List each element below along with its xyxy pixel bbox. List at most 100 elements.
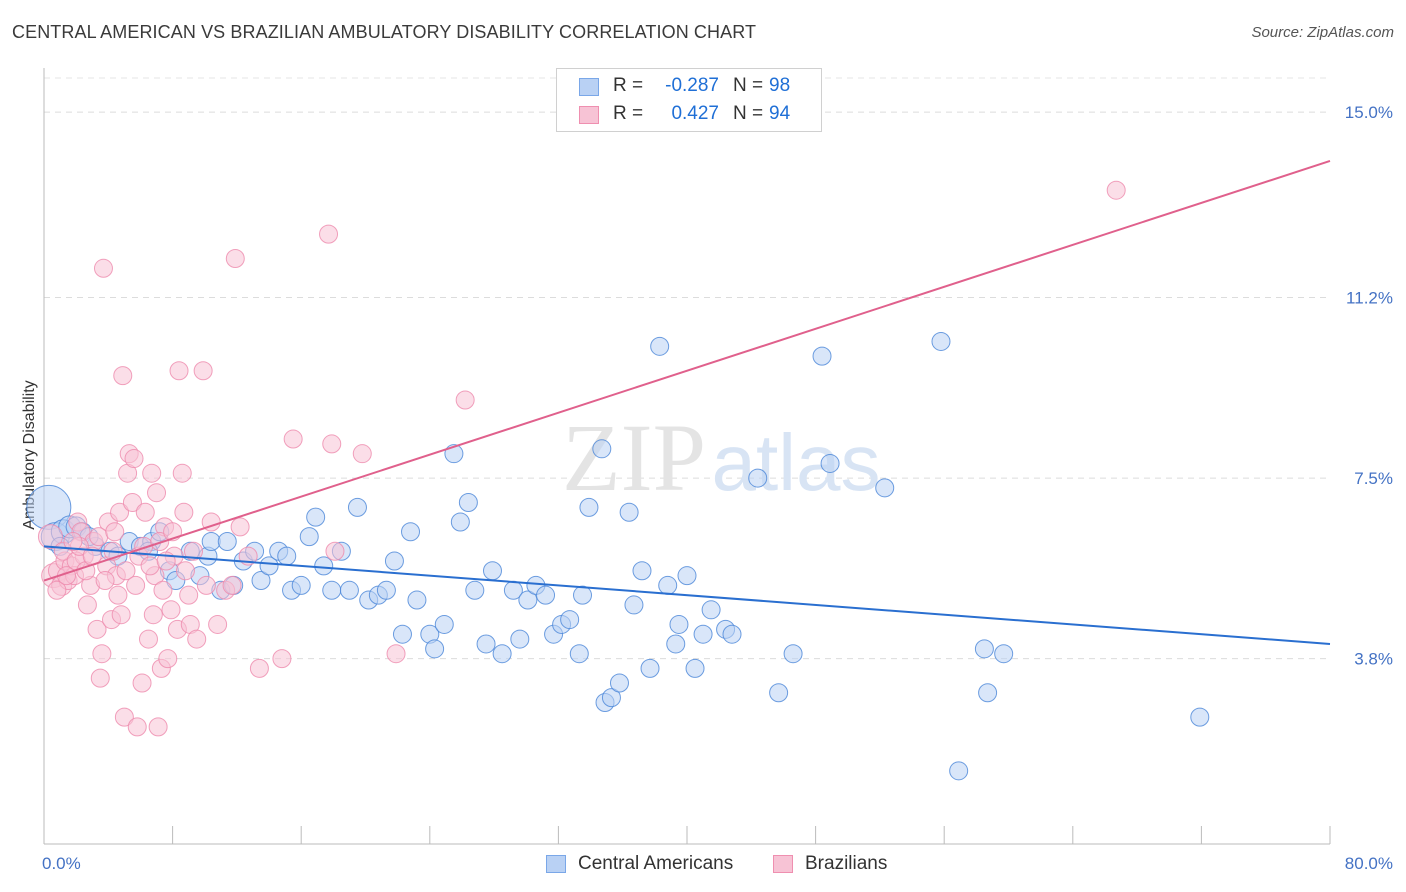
brazilian-point bbox=[153, 580, 173, 600]
brazilian-point bbox=[63, 532, 83, 552]
central-american-point bbox=[949, 761, 969, 781]
brazilian-point bbox=[108, 585, 128, 605]
brazilian-point bbox=[114, 707, 134, 727]
brazilian-point bbox=[126, 575, 146, 595]
x-tick-label-min: 0.0% bbox=[42, 854, 81, 873]
legend-n-label: N = bbox=[733, 103, 764, 124]
legend-r-label: R = bbox=[613, 103, 644, 124]
central-american-point bbox=[769, 683, 789, 703]
central-american-point bbox=[685, 658, 705, 678]
brazilian-point bbox=[113, 366, 133, 386]
legend-r-value: -0.287 bbox=[665, 75, 719, 96]
brazilian-point bbox=[179, 585, 199, 605]
brazilian-point bbox=[169, 361, 189, 381]
brazilian-point bbox=[325, 541, 345, 561]
central-american-point bbox=[722, 624, 742, 644]
brazilian-point bbox=[225, 249, 245, 269]
brazilian-point bbox=[111, 605, 131, 625]
brazilian-point bbox=[322, 434, 342, 454]
watermark: ZIP atlas bbox=[562, 404, 880, 511]
brazilian-point bbox=[161, 600, 181, 620]
legend-r-value: 0.427 bbox=[671, 103, 719, 124]
central-american-point bbox=[1190, 707, 1210, 727]
central-american-point bbox=[277, 546, 297, 566]
legend-row-central-americans: R = -0.287 N = 98 bbox=[557, 73, 821, 101]
brazilian-point bbox=[249, 658, 269, 678]
brazilian-point bbox=[124, 449, 144, 469]
brazilian-point bbox=[193, 361, 213, 381]
brazilian-point bbox=[183, 541, 203, 561]
brazilian-point bbox=[175, 561, 195, 581]
central-american-point bbox=[978, 683, 998, 703]
central-american-point bbox=[347, 497, 367, 517]
brazilian-point bbox=[222, 575, 242, 595]
brazilian-point bbox=[196, 575, 216, 595]
central-american-point bbox=[376, 580, 396, 600]
central-american-point bbox=[259, 556, 279, 576]
brazilian-point bbox=[37, 524, 63, 550]
series-legend: Central Americans Brazilians bbox=[0, 852, 1406, 878]
central-american-point bbox=[476, 634, 496, 654]
central-american-point bbox=[306, 507, 326, 527]
brazilian-point bbox=[272, 649, 292, 669]
chart-title: CENTRAL AMERICAN VS BRAZILIAN AMBULATORY… bbox=[12, 22, 757, 42]
brazilian-point bbox=[47, 580, 67, 600]
central-american-point bbox=[560, 610, 580, 630]
brazilian-point bbox=[147, 483, 167, 503]
central-american-point bbox=[624, 595, 644, 615]
brazilian-point bbox=[319, 224, 339, 244]
y-tick-label: 11.2% bbox=[1346, 289, 1393, 308]
brazilians-points bbox=[37, 180, 1126, 737]
legend-row-brazilians: R = 0.427 N = 94 bbox=[557, 101, 821, 129]
brazilian-point bbox=[208, 614, 228, 634]
central-american-point bbox=[974, 639, 994, 659]
central-american-point bbox=[339, 580, 359, 600]
central-american-point bbox=[458, 492, 478, 512]
brazilian-point bbox=[140, 556, 160, 576]
central-american-point bbox=[536, 585, 556, 605]
y-tick-label: 3.8% bbox=[1354, 650, 1393, 669]
central-american-point bbox=[812, 346, 832, 366]
central-americans-trend-line bbox=[43, 545, 1331, 645]
central-american-point bbox=[407, 590, 427, 610]
brazilian-point bbox=[386, 644, 406, 664]
legend-n-value: 94 bbox=[769, 103, 791, 124]
brazilian-point bbox=[132, 673, 152, 693]
central-american-point bbox=[569, 644, 589, 664]
watermark-atlas: atlas bbox=[712, 418, 881, 507]
central-american-point bbox=[783, 644, 803, 664]
central-american-point bbox=[314, 556, 334, 576]
brazilian-point bbox=[95, 571, 115, 591]
y-tick-label: 7.5% bbox=[1354, 469, 1393, 488]
brazilian-point bbox=[92, 644, 112, 664]
central-american-point bbox=[217, 532, 237, 552]
central-american-point bbox=[601, 688, 621, 708]
legend-swatch-blue bbox=[579, 78, 599, 96]
central-american-point bbox=[482, 561, 502, 581]
brazilian-point bbox=[90, 668, 110, 688]
brazilian-point bbox=[89, 527, 109, 547]
brazilian-point bbox=[172, 463, 192, 483]
brazilian-point bbox=[143, 605, 163, 625]
brazilian-point bbox=[105, 522, 125, 542]
brazilian-point bbox=[1106, 180, 1126, 200]
brazilian-point bbox=[150, 532, 170, 552]
central-american-point bbox=[820, 453, 840, 473]
central-american-point bbox=[425, 639, 445, 659]
central-american-point bbox=[492, 644, 512, 664]
central-american-point bbox=[994, 644, 1014, 664]
brazilian-point bbox=[158, 649, 178, 669]
central-american-point bbox=[748, 468, 768, 488]
brazilian-point bbox=[142, 463, 162, 483]
central-american-point bbox=[677, 566, 697, 586]
central-american-point bbox=[592, 439, 612, 459]
central-american-point bbox=[299, 527, 319, 547]
axes bbox=[43, 68, 1331, 845]
central-american-point bbox=[666, 634, 686, 654]
central-american-point bbox=[510, 629, 530, 649]
legend-swatch-pink bbox=[579, 106, 599, 124]
central-american-point bbox=[650, 336, 670, 356]
central-american-point bbox=[434, 614, 454, 634]
x-tick-label-max: 80.0% bbox=[1345, 854, 1393, 873]
